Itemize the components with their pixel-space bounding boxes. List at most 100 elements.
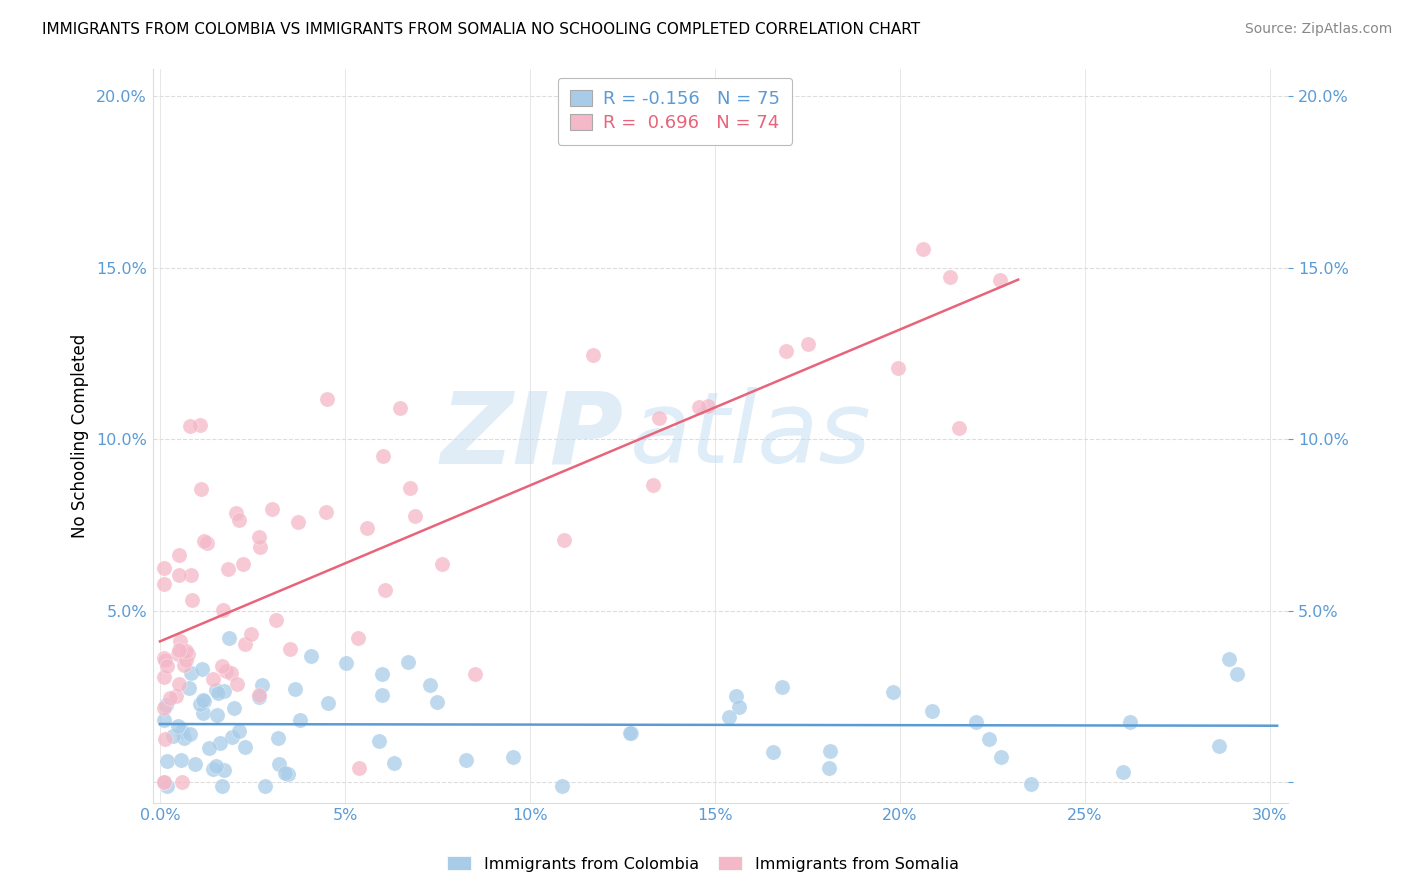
Point — [347, 761, 370, 775]
Point — [193, 533, 215, 548]
Point — [267, 757, 290, 772]
Point — [335, 657, 357, 671]
Point — [717, 710, 740, 724]
Point — [167, 647, 190, 661]
Point — [299, 648, 322, 663]
Point — [1118, 715, 1140, 730]
Point — [724, 689, 747, 703]
Point — [155, 698, 177, 712]
Point — [233, 637, 256, 651]
Point — [988, 273, 1011, 287]
Point — [188, 698, 211, 712]
Point — [167, 568, 190, 582]
Point — [153, 775, 176, 789]
Point — [169, 634, 191, 648]
Point — [228, 723, 250, 738]
Point — [371, 667, 394, 681]
Point — [430, 557, 453, 571]
Point — [179, 727, 201, 741]
Point — [948, 421, 970, 435]
Point — [582, 348, 605, 362]
Point — [226, 677, 249, 691]
Point — [419, 678, 441, 692]
Point — [153, 653, 176, 667]
Point — [775, 343, 797, 358]
Point — [191, 706, 214, 721]
Point — [152, 701, 174, 715]
Point — [197, 535, 219, 549]
Y-axis label: No Schooling Completed: No Schooling Completed — [72, 334, 89, 538]
Text: Source: ZipAtlas.com: Source: ZipAtlas.com — [1244, 22, 1392, 37]
Point — [193, 694, 215, 708]
Point — [177, 647, 200, 661]
Point — [152, 775, 174, 789]
Point — [211, 659, 233, 673]
Point — [911, 242, 934, 256]
Point — [1208, 739, 1230, 753]
Point — [180, 592, 202, 607]
Point — [214, 763, 236, 777]
Point — [156, 658, 179, 673]
Point — [817, 761, 839, 775]
Point — [553, 533, 575, 548]
Point — [284, 682, 307, 697]
Point — [222, 701, 245, 715]
Point — [198, 740, 221, 755]
Point — [215, 664, 238, 678]
Point — [464, 667, 486, 681]
Point — [240, 626, 263, 640]
Point — [728, 700, 751, 714]
Point — [188, 417, 211, 432]
Point — [990, 750, 1012, 764]
Point — [260, 502, 283, 516]
Point — [179, 418, 201, 433]
Point — [211, 779, 233, 793]
Point — [939, 270, 962, 285]
Point — [221, 730, 243, 744]
Point — [167, 719, 190, 733]
Point — [162, 729, 184, 743]
Point — [274, 766, 297, 780]
Point — [165, 689, 187, 703]
Point — [173, 731, 195, 745]
Point — [247, 690, 270, 705]
Point — [191, 662, 214, 676]
Point — [177, 681, 200, 695]
Point — [762, 745, 785, 759]
Point — [252, 677, 274, 691]
Point — [356, 521, 378, 535]
Point — [818, 744, 841, 758]
Point — [202, 762, 225, 776]
Point — [371, 688, 394, 702]
Point — [404, 509, 426, 524]
Point — [211, 603, 233, 617]
Point — [156, 754, 179, 768]
Point — [371, 449, 394, 463]
Point — [315, 505, 337, 519]
Point — [1218, 652, 1240, 666]
Point — [619, 725, 641, 739]
Point — [152, 650, 174, 665]
Point — [174, 644, 197, 658]
Point — [264, 613, 287, 627]
Point — [205, 707, 228, 722]
Point — [249, 541, 271, 555]
Point — [551, 779, 574, 793]
Point — [977, 731, 1000, 746]
Point — [201, 672, 224, 686]
Point — [217, 562, 239, 576]
Point — [921, 704, 943, 718]
Point — [170, 775, 193, 789]
Point — [316, 696, 339, 710]
Point — [152, 561, 174, 575]
Point — [218, 632, 240, 646]
Point — [277, 767, 299, 781]
Text: ZIP: ZIP — [441, 387, 624, 484]
Point — [388, 401, 411, 415]
Point — [173, 658, 195, 673]
Point — [254, 779, 277, 793]
Point — [396, 655, 419, 669]
Point — [247, 689, 270, 703]
Point — [228, 513, 250, 527]
Point — [172, 723, 194, 738]
